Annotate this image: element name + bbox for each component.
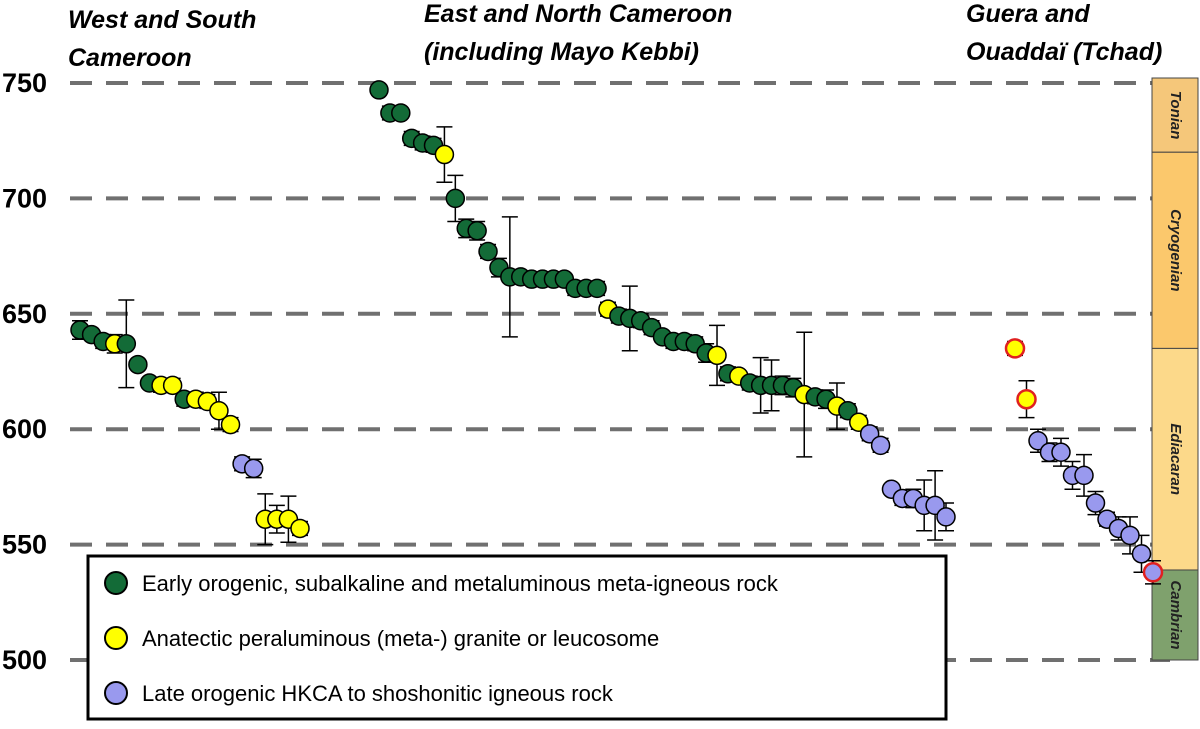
data-point-g1-6 [128, 354, 148, 375]
y-tick-label-750: 750 [2, 68, 47, 98]
group-title-guera-line2: Ouaddaï (Tchad) [966, 38, 1162, 66]
legend-marker-anatectic [104, 626, 128, 650]
data-point-g2-3 [391, 103, 411, 123]
y-tick-label-500: 500 [2, 645, 47, 675]
group-title-east-line1: East and North Cameroon [424, 0, 732, 28]
group-title-west-line1: West and South [68, 6, 256, 34]
grid-lines [70, 81, 1170, 662]
data-point-g1-9 [162, 375, 183, 396]
data-point-g3-5 [1051, 442, 1071, 463]
data-point-g1-5 [116, 334, 137, 354]
period-band-cambrian [1151, 569, 1199, 661]
data-point-g2-8 [445, 188, 466, 209]
y-tick-label-600: 600 [2, 414, 47, 444]
legend-box [86, 554, 948, 721]
data-point-g2-11 [478, 241, 498, 262]
data-point-g1-14 [220, 414, 241, 435]
period-label-cryogenian: Cryogenian [1167, 209, 1184, 292]
period-band-cryogenian [1151, 151, 1199, 349]
y-tick-label-550: 550 [2, 530, 47, 560]
legend-label-early: Early orogenic, subalkaline and metalumi… [142, 571, 779, 596]
group-title-guera-line1: Guera and [966, 0, 1090, 28]
legend-label-anatectic: Anatectic peraluminous (meta-) granite o… [142, 626, 659, 651]
data-point-g2-53 [936, 507, 956, 527]
group-title-east-line2: (including Mayo Kebbi) [424, 38, 699, 66]
data-point-g2-21 [587, 278, 607, 299]
period-column: Tonian Cryogenian Ediacaran Cambrian [1151, 77, 1199, 661]
data-point-g2-10 [467, 220, 487, 241]
data-point-g3-3 [1028, 430, 1048, 451]
data-point-g3-13 [1142, 562, 1164, 583]
group-title-west: West and South Cameroon [68, 6, 256, 72]
legend-label-late: Late orogenic HKCA to shoshonitic igneou… [142, 681, 614, 706]
data-point-g2-32 [707, 345, 727, 366]
group-title-guera: Guera and Ouaddaï (Tchad) [966, 0, 1162, 66]
data-points [70, 80, 1164, 583]
data-point-g3-11 [1120, 525, 1140, 546]
legend: Early orogenic, subalkaline and metalumi… [86, 554, 948, 721]
data-point-g2-1 [369, 80, 389, 100]
data-point-g3-8 [1085, 493, 1106, 513]
data-point-g3-7 [1074, 465, 1094, 486]
data-point-g3-2 [1016, 388, 1037, 410]
period-label-tonian: Tonian [1167, 91, 1184, 140]
data-point-g2-47 [870, 435, 891, 456]
y-axis: 500 550 600 650 700 750 [2, 68, 47, 675]
data-point-g1-16 [243, 458, 264, 479]
group-title-west-line2: Cameroon [68, 44, 192, 72]
y-tick-label-650: 650 [2, 299, 47, 329]
period-label-ediacaran: Ediacaran [1167, 423, 1184, 495]
data-point-g3-12 [1131, 544, 1152, 564]
y-tick-label-700: 700 [2, 183, 47, 213]
data-point-g3-1 [1004, 338, 1026, 359]
error-bars [72, 105, 1161, 585]
data-point-g2-7 [434, 144, 455, 165]
legend-marker-early [104, 571, 128, 595]
data-point-g1-13 [209, 400, 229, 421]
data-point-g1-20 [290, 518, 310, 539]
period-label-cambrian: Cambrian [1167, 580, 1184, 649]
group-title-east: East and North Cameroon (including Mayo … [424, 0, 732, 66]
period-band-ediacaran [1151, 347, 1199, 571]
legend-marker-late [104, 681, 128, 705]
